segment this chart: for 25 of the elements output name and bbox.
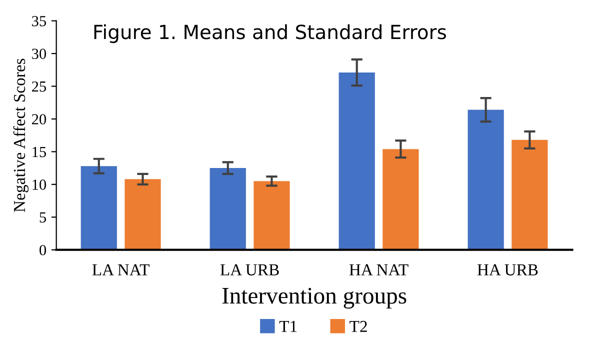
- bar: [254, 181, 290, 250]
- x-tick-label: LA URB: [220, 264, 279, 276]
- y-tick-label: 20: [32, 114, 46, 124]
- y-tick-label: 25: [32, 81, 46, 92]
- x-tick-label: HA URB: [477, 264, 538, 276]
- chart-title: Figure 1. Means and Standard Errors: [94, 24, 446, 44]
- x-tick-label: HA NAT: [349, 264, 408, 276]
- bar: [512, 140, 548, 250]
- y-tick-label: 0: [40, 244, 46, 256]
- bar: [338, 72, 375, 250]
- x-axis-title: Intervention groups: [222, 288, 406, 309]
- bar: [468, 110, 504, 250]
- x-tick-label: LA NAT: [92, 264, 150, 276]
- y-tick-label: 15: [32, 146, 46, 158]
- y-tick-label: 35: [32, 16, 46, 26]
- bar: [382, 149, 419, 250]
- bar: [80, 166, 117, 250]
- y-tick-label: 30: [32, 48, 46, 59]
- legend-label: T1: [279, 320, 297, 332]
- bar: [210, 168, 246, 250]
- y-tick-label: 10: [32, 180, 46, 190]
- legend-label: T2: [350, 320, 367, 332]
- y-tick-label: 5: [40, 212, 46, 223]
- y-axis-title: Negative Affect Scores: [13, 58, 29, 212]
- bar: [124, 179, 161, 250]
